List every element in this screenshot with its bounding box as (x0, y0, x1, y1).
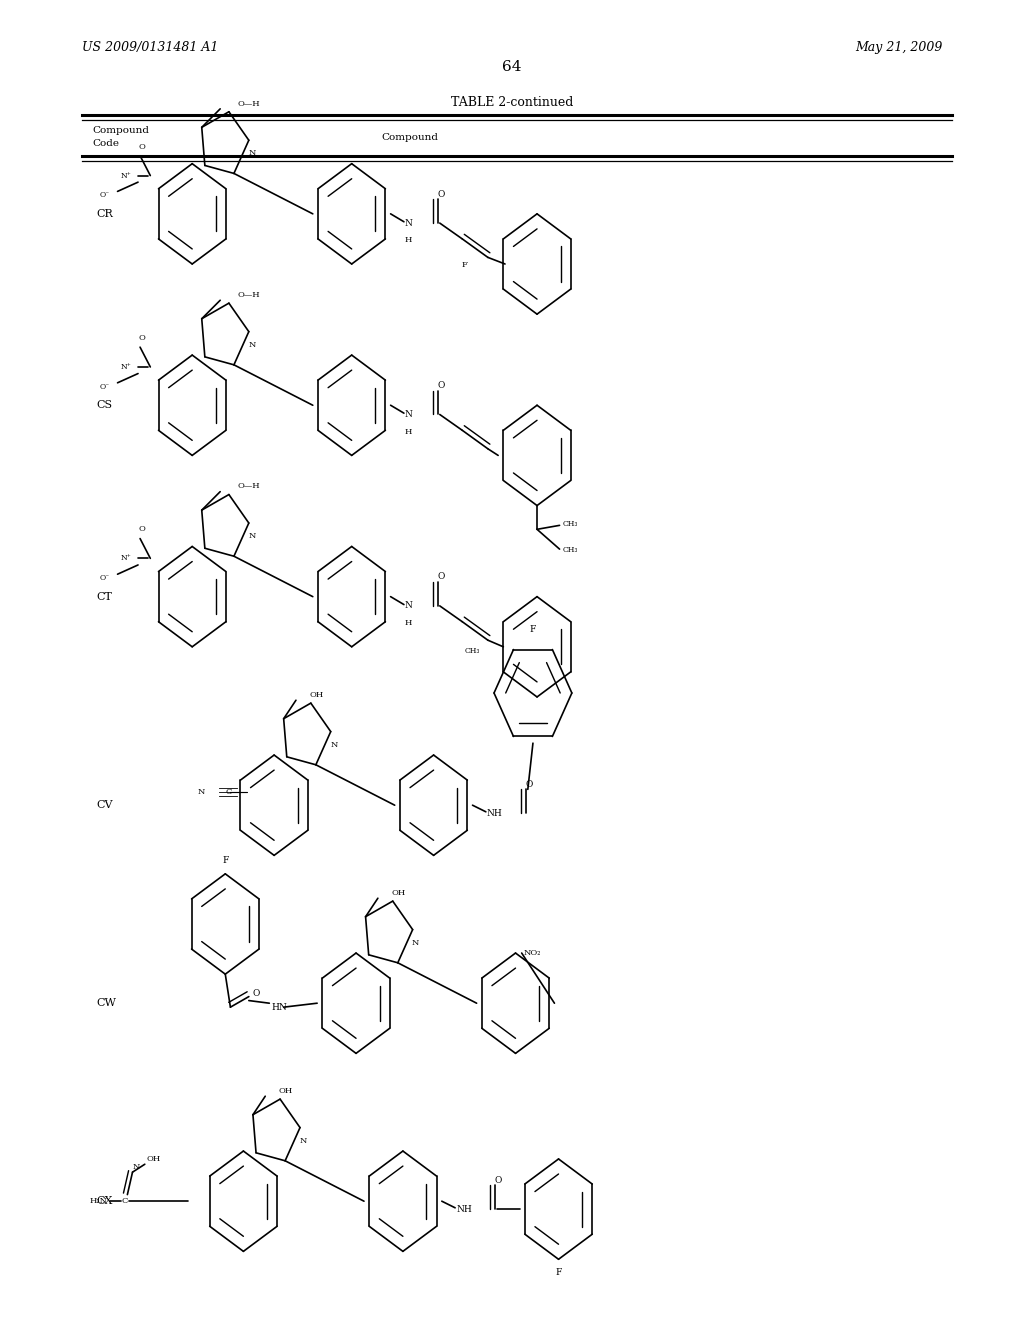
Text: US 2009/0131481 A1: US 2009/0131481 A1 (82, 41, 218, 54)
Text: F: F (529, 626, 537, 634)
Text: O: O (437, 190, 444, 198)
Text: 64: 64 (502, 61, 522, 74)
Text: O: O (138, 334, 145, 342)
Text: O—H: O—H (238, 482, 260, 490)
Text: CW: CW (96, 998, 116, 1008)
Text: F: F (222, 857, 228, 865)
Text: Compound: Compound (381, 133, 438, 141)
Text: N: N (248, 341, 256, 348)
Text: OH: OH (279, 1086, 293, 1094)
Text: F: F (462, 261, 467, 269)
Text: N: N (404, 219, 413, 227)
Text: H: H (404, 236, 413, 244)
Text: O: O (437, 573, 444, 581)
Text: O: O (525, 780, 532, 788)
Text: O: O (253, 990, 260, 998)
Text: CH₃: CH₃ (562, 520, 578, 528)
Text: O—H: O—H (238, 290, 260, 298)
Text: May 21, 2009: May 21, 2009 (855, 41, 942, 54)
Text: O⁻: O⁻ (99, 191, 110, 199)
Text: H: H (404, 428, 413, 436)
Text: N: N (132, 1163, 140, 1171)
Text: OH: OH (309, 690, 324, 698)
Text: N: N (248, 149, 256, 157)
Text: Compound: Compound (92, 127, 150, 135)
Text: CX: CX (96, 1196, 113, 1206)
Text: O: O (495, 1176, 502, 1184)
Text: N: N (412, 939, 420, 946)
Text: CV: CV (96, 800, 113, 810)
Text: HN: HN (271, 1003, 287, 1011)
Text: NH: NH (456, 1205, 472, 1213)
Text: O⁻: O⁻ (99, 574, 110, 582)
Text: C: C (121, 1197, 128, 1205)
Text: N: N (404, 602, 413, 610)
Text: CH₃: CH₃ (465, 647, 480, 655)
Text: OH: OH (391, 888, 406, 896)
Text: Code: Code (92, 140, 119, 148)
Text: N⁺: N⁺ (120, 172, 131, 180)
Text: O: O (437, 381, 444, 389)
Text: CH₃: CH₃ (562, 546, 578, 554)
Text: O: O (138, 525, 145, 533)
Text: H₂N: H₂N (90, 1197, 108, 1205)
Text: N: N (248, 532, 256, 540)
Text: CT: CT (96, 591, 113, 602)
Text: OH: OH (146, 1155, 161, 1163)
Text: NH: NH (486, 809, 503, 817)
Text: O—H: O—H (238, 99, 260, 107)
Text: F: F (555, 1269, 562, 1276)
Text: H: H (404, 619, 413, 627)
Text: NO₂: NO₂ (523, 949, 542, 957)
Text: N: N (299, 1137, 307, 1144)
Text: N: N (330, 741, 338, 748)
Text: C: C (225, 788, 232, 796)
Text: CR: CR (96, 209, 113, 219)
Text: O⁻: O⁻ (99, 383, 110, 391)
Text: N: N (197, 788, 205, 796)
Text: CS: CS (96, 400, 113, 411)
Text: N⁺: N⁺ (120, 554, 131, 562)
Text: O: O (138, 143, 145, 150)
Text: TABLE 2-continued: TABLE 2-continued (451, 96, 573, 110)
Text: N⁺: N⁺ (120, 363, 131, 371)
Text: N: N (404, 411, 413, 418)
